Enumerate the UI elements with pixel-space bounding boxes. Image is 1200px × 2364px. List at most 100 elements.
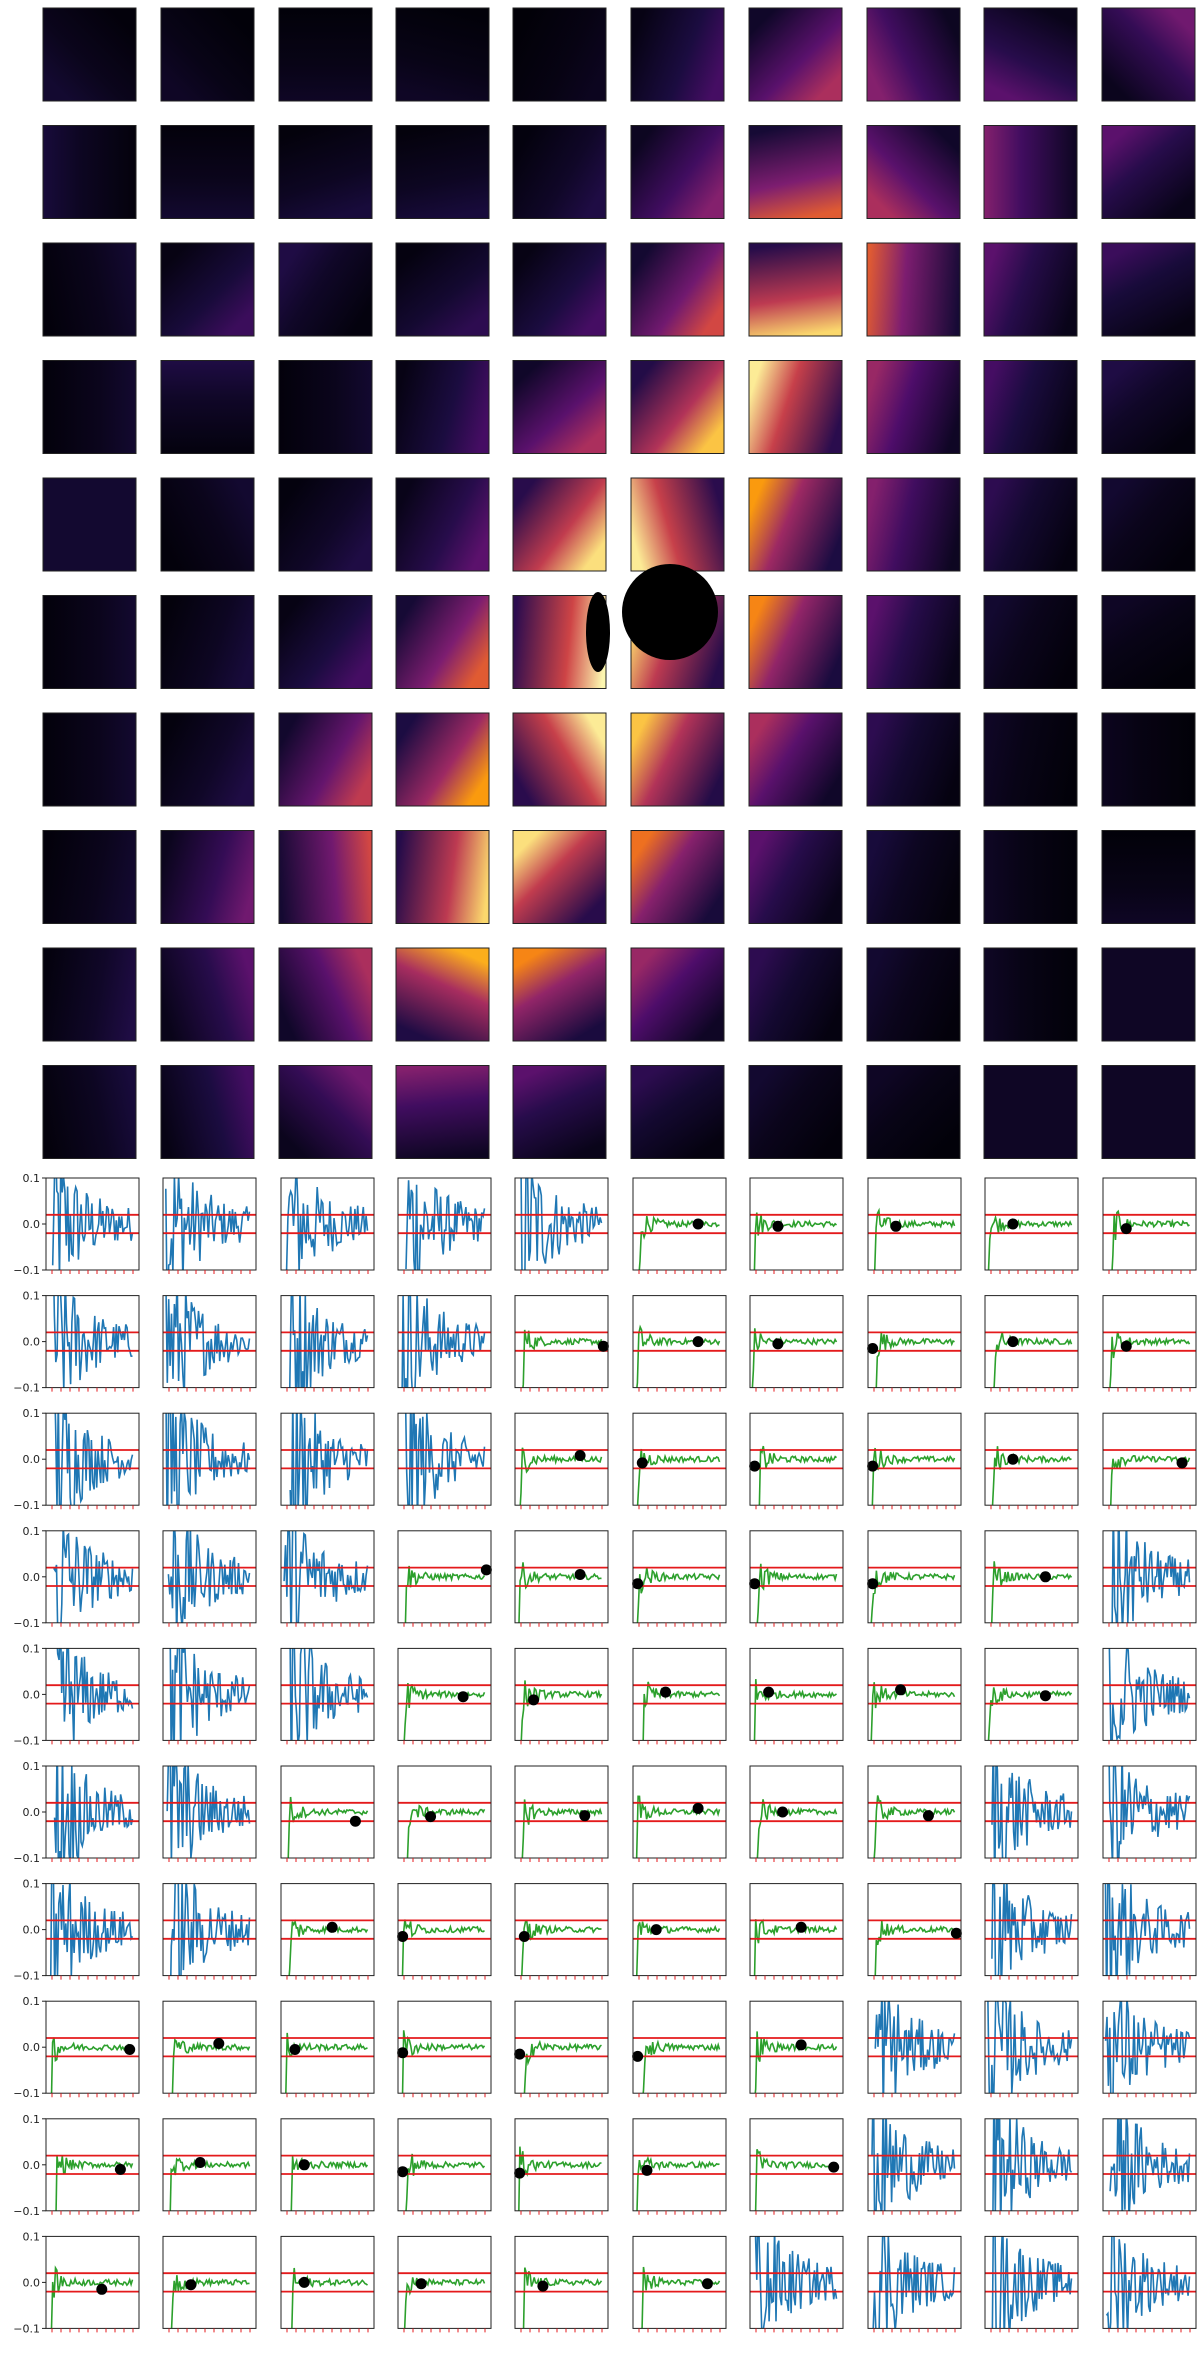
heatmap-cell [1101,947,1196,1042]
estimate-marker [579,1810,591,1822]
heatmap-cell [866,712,961,807]
unconverged-series-line [991,1883,1073,1976]
estimate-marker [692,1802,704,1814]
axes-frame [867,2000,962,2094]
estimate-marker [749,1578,761,1590]
axes-frame [1102,1530,1197,1624]
line-panel: 0.1 0.0 −0.1 [13,1407,140,1512]
y-tick-label: −0.1 [13,1264,40,1277]
line-panel [280,2118,375,2215]
unconverged-series-line [289,1413,369,1506]
heatmap-cell [748,595,843,689]
heatmap-cell [42,360,137,454]
axes-frame [514,2000,609,2094]
axes-frame [632,1295,727,1389]
line-panel [984,1295,1079,1392]
y-tick-label: −0.1 [13,1852,40,1865]
axes-frame [397,2000,492,2094]
line-panel [280,1765,375,1862]
heatmap-cell [395,1065,490,1159]
estimate-marker [289,2044,301,2055]
heatmap-cell [395,830,490,924]
line-panel: 0.1 0.0 −0.1 [13,1642,140,1747]
converged-series-line [874,1920,956,1976]
axes-frame [867,1647,962,1741]
masked-region [622,564,718,660]
y-tick-label: 0.1 [23,1172,41,1185]
line-panel [632,2118,727,2215]
y-tick-label: 0.1 [23,1525,41,1538]
converged-series-line [751,1328,838,1388]
estimate-marker [1039,1690,1051,1702]
unconverged-series-line [170,1883,251,1976]
estimate-marker [537,2280,549,2292]
y-tick-label: 0.1 [23,1407,41,1420]
line-panel [867,1295,962,1392]
heatmap-cell [278,477,373,572]
heatmap-cell [630,477,725,572]
line-panel [162,1530,257,1627]
axes-frame [984,1412,1079,1506]
line-panel [749,1883,844,1980]
axes-frame [632,1647,727,1741]
heatmap-cell [1101,477,1196,572]
line-panel [1102,2000,1197,2098]
estimate-marker [298,2276,310,2288]
heatmap-cell [866,242,961,337]
converged-series-line [520,1920,602,1976]
unconverged-series-line [167,1530,251,1623]
axes-frame [1102,2118,1197,2212]
y-tick-label: 0.1 [23,1290,41,1303]
heatmap-cell [395,712,490,807]
line-panel [280,1530,375,1627]
unconverged-series-line [1109,2118,1191,2211]
line-panel [984,1765,1079,1862]
heatmap-cell [1101,595,1196,689]
y-tick-label: 0.0 [23,1218,41,1231]
unconverged-series-line [56,1648,134,1741]
heatmap-cell [983,125,1078,219]
converged-series-line [991,1446,1072,1506]
heatmap-cell [983,7,1078,102]
estimate-marker [574,1569,586,1580]
unconverged-series-line [991,1766,1073,1858]
heatmap-cell [278,125,373,219]
unconverged-series-line [289,1648,369,1741]
line-panel [397,1765,492,1862]
estimate-marker [828,2161,840,2173]
estimate-marker [922,1810,934,1822]
line-panel [984,1883,1079,1980]
heatmap-cell [42,595,137,689]
heatmap-cell [512,830,607,924]
estimate-marker [632,2050,644,2062]
line-panel [514,2235,609,2333]
y-tick-label: 0.0 [23,1336,41,1349]
heatmap-cell [160,7,255,102]
unconverged-series-line [169,1648,251,1741]
heatmap-cell [1101,712,1196,807]
converged-series-line [285,2032,368,2094]
line-panel [867,2000,962,2098]
estimate-marker [397,2166,409,2178]
converged-series-line [641,2266,721,2329]
axes-frame [514,1647,609,1741]
estimate-marker [1007,1453,1019,1465]
converged-series-line [50,2265,134,2329]
unconverged-series-line [53,1766,134,1858]
axes-frame [397,1295,492,1389]
line-panel [397,1295,492,1392]
estimate-marker [397,1931,409,1942]
axes-frame [280,1295,375,1389]
unconverged-series-line [54,1413,134,1506]
heatmap-cell [278,712,373,807]
line-panel [632,2000,727,2098]
line-panel: 0.1 0.0 −0.1 [13,1525,140,1630]
estimate-marker [298,2159,310,2171]
axes-frame [749,1647,844,1741]
line-panel [749,1647,844,1745]
line-panel [397,1412,492,1510]
converged-series-line [50,2037,133,2094]
heatmap-cell [630,947,725,1042]
axes-frame [984,1530,1079,1624]
